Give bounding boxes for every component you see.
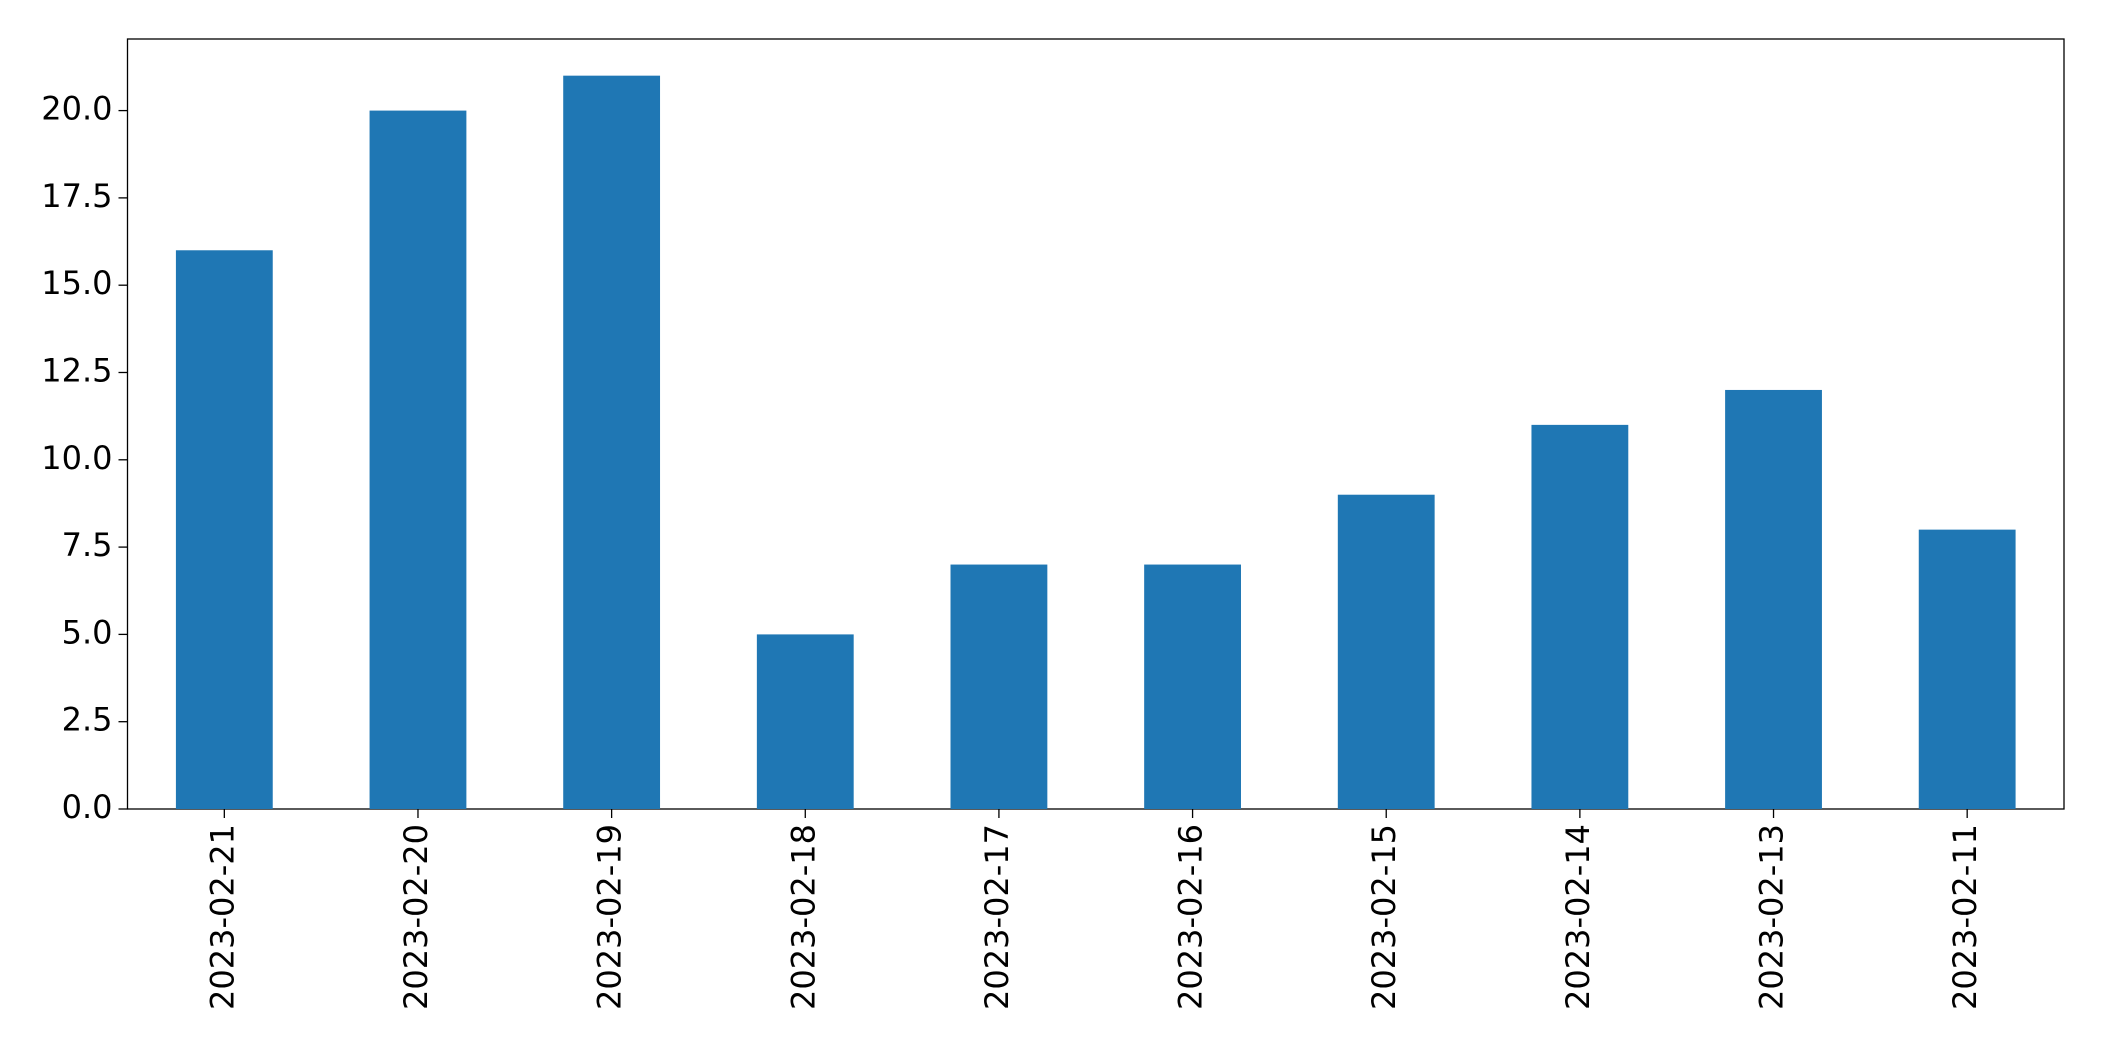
x-tick-label: 2023-02-15 bbox=[1365, 824, 1403, 1010]
x-tick-label: 2023-02-21 bbox=[203, 824, 241, 1010]
y-tick-label: 20.0 bbox=[41, 90, 112, 128]
y-tick-label: 0.0 bbox=[62, 788, 113, 826]
x-tick-label: 2023-02-16 bbox=[1172, 824, 1210, 1010]
y-tick-label: 10.0 bbox=[41, 439, 112, 477]
x-tick-label: 2023-02-17 bbox=[978, 824, 1016, 1010]
bar bbox=[1531, 424, 1629, 809]
bar bbox=[1918, 529, 2016, 809]
bar bbox=[175, 250, 273, 809]
bar bbox=[1725, 389, 1822, 809]
bar bbox=[1337, 494, 1435, 809]
bar bbox=[950, 564, 1048, 809]
y-tick-label: 15.0 bbox=[41, 264, 112, 302]
y-tick-label: 12.5 bbox=[41, 351, 112, 389]
y-tick-label: 5.0 bbox=[62, 613, 113, 651]
x-tick-label: 2023-02-11 bbox=[1946, 824, 1984, 1010]
x-tick-label: 2023-02-19 bbox=[591, 824, 629, 1010]
x-tick-label: 2023-02-18 bbox=[784, 824, 822, 1010]
y-tick-label: 2.5 bbox=[62, 701, 113, 739]
bar bbox=[563, 75, 661, 809]
x-tick-label: 2023-02-14 bbox=[1559, 824, 1597, 1010]
bar bbox=[369, 110, 467, 810]
x-tick-label: 2023-02-20 bbox=[397, 824, 435, 1010]
bar bbox=[1144, 564, 1241, 809]
bar bbox=[756, 634, 854, 809]
plot-frame bbox=[126, 38, 2065, 810]
y-tick-label: 7.5 bbox=[62, 526, 113, 564]
x-tick-label: 2023-02-13 bbox=[1753, 824, 1791, 1010]
y-tick-label: 17.5 bbox=[41, 177, 112, 215]
